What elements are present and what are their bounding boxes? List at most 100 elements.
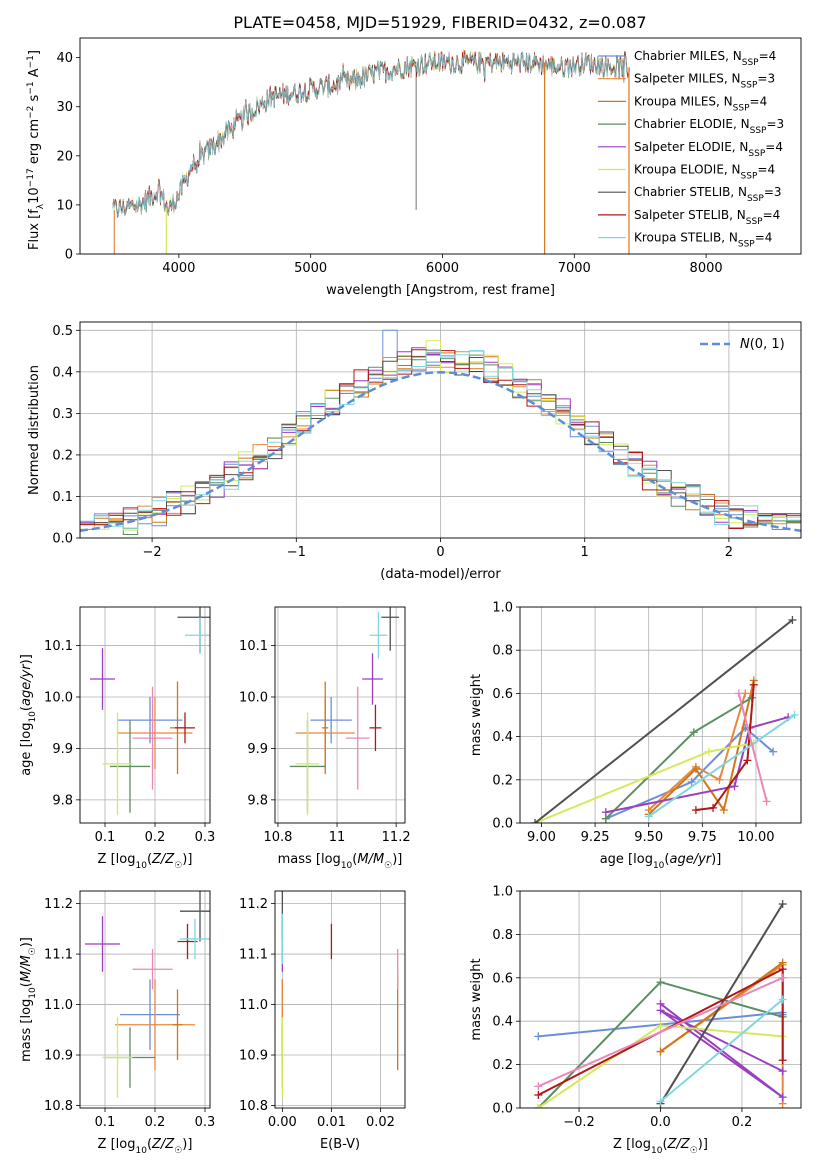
y-tick-label: 9.9 xyxy=(247,742,268,757)
y-axis-label: age [log10(age/yr)] xyxy=(19,654,38,776)
legend-label: Salpeter STELIB, NSSP=4 xyxy=(634,208,780,227)
y-tick-label: 10.8 xyxy=(239,1099,268,1114)
legend-label: N(0, 1) xyxy=(740,337,785,352)
x-tick-label: −1 xyxy=(287,545,306,560)
legend-label: Chabrier ELODIE, NSSP=3 xyxy=(634,117,784,136)
residuals-panel: −2 −1 0 1 2 0.0 0.1 0.2 0.3 0.4 0.5 N(0, 1) (data-mo… xyxy=(27,321,802,582)
weight-line xyxy=(648,693,747,811)
x-tick-label: 10.8 xyxy=(263,830,292,845)
weight-line xyxy=(648,714,796,818)
y-tick-label: 0.3 xyxy=(52,407,73,422)
y-tick-label: 10.8 xyxy=(44,1099,73,1114)
axes-frame xyxy=(519,890,802,1109)
histogram-step xyxy=(80,350,801,538)
axes-frame xyxy=(79,606,211,824)
x-tick-label: 7000 xyxy=(558,261,591,276)
figure-title: PLATE=0458, MJD=51929, FIBERID=0432, z=0… xyxy=(233,13,646,32)
x-tick-label: 9.75 xyxy=(688,830,717,845)
x-tick-label: 5000 xyxy=(294,261,327,276)
plot-area xyxy=(520,891,801,1108)
y-tick-label: 0.2 xyxy=(52,448,73,463)
x-tick-label: 0.1 xyxy=(95,1115,116,1130)
plot-area xyxy=(275,607,405,823)
y-tick-label: 0.4 xyxy=(492,1015,513,1030)
y-tick-label: 0.8 xyxy=(492,928,513,943)
y-axis-label: mass weight xyxy=(469,958,484,1040)
x-tick-label: 0.3 xyxy=(195,830,216,845)
x-axis-label: Z [log10(Z/Z☉)] xyxy=(98,852,193,871)
x-tick-label: 0.1 xyxy=(95,830,116,845)
y-tick-label: 10.9 xyxy=(44,1049,73,1064)
y-tick-label: 0 xyxy=(65,248,73,263)
x-tick-label: 0 xyxy=(436,545,444,560)
weight-line xyxy=(695,684,755,811)
y-tick-label: 9.9 xyxy=(52,742,73,757)
x-tick-label: 0.01 xyxy=(317,1115,346,1130)
y-tick-label: 0.2 xyxy=(492,773,513,788)
x-tick-label: 4000 xyxy=(162,261,195,276)
age-vs-Z-panel: 0.1 0.2 0.3 9.8 9.9 10.0 10.1 Z [log10(Z/Z☉)] ag… xyxy=(19,606,216,871)
x-tick-label: 2 xyxy=(725,545,733,560)
legend-label: Chabrier STELIB, NSSP=3 xyxy=(634,185,782,204)
x-tick-label: 9.50 xyxy=(634,830,663,845)
y-axis-label: Normed distribution xyxy=(27,365,42,495)
y-tick-label: 11.0 xyxy=(44,998,73,1013)
y-tick-label: 0.6 xyxy=(492,687,513,702)
axes-frame xyxy=(79,890,211,1109)
y-axis-label: mass weight xyxy=(469,674,484,756)
axes-frame xyxy=(79,37,802,255)
legend-label: Salpeter MILES, NSSP=3 xyxy=(634,72,775,91)
y-tick-label: 10.0 xyxy=(239,691,268,706)
y-tick-label: 0.0 xyxy=(492,1102,513,1117)
x-axis-label: E(B-V) xyxy=(320,1137,360,1152)
weight-line xyxy=(605,716,789,814)
y-tick-label: 9.8 xyxy=(247,793,268,808)
legend-label: Kroupa MILES, NSSP=4 xyxy=(634,94,767,113)
gaussian-curve xyxy=(80,371,801,532)
x-axis-label: wavelength [Angstrom, rest frame] xyxy=(326,283,555,298)
massweight-vs-Z-panel: −0.2 0.0 0.2 0.0 0.2 0.4 0.6 0.8 1.0 Z [log10(Z/Z… xyxy=(469,885,802,1156)
x-tick-label: 9.25 xyxy=(581,830,610,845)
x-tick-label: 0.0 xyxy=(650,1115,671,1130)
x-tick-label: 0.02 xyxy=(366,1115,395,1130)
x-axis-label: mass [log10(M/M☉)] xyxy=(278,852,403,871)
plot-area xyxy=(112,49,630,254)
y-tick-label: 10.0 xyxy=(44,691,73,706)
x-tick-label: 11.2 xyxy=(382,830,411,845)
x-tick-label: 0.00 xyxy=(268,1115,297,1130)
plot-area xyxy=(275,891,405,1108)
weight-line xyxy=(659,998,784,1103)
age-vs-mass-panel: 10.8 11 11.2 9.8 9.9 10.0 10.1 mass [log10(M/M☉… xyxy=(239,606,411,871)
axes-frame xyxy=(274,890,406,1109)
plot-area xyxy=(80,891,210,1108)
x-tick-label: 1 xyxy=(581,545,589,560)
weight-line xyxy=(534,619,794,823)
legend-label: Kroupa STELIB, NSSP=4 xyxy=(634,231,772,250)
axes-frame xyxy=(274,606,406,824)
x-tick-label: 0.3 xyxy=(195,1115,216,1130)
y-tick-label: 0.4 xyxy=(492,730,513,745)
axes-frame xyxy=(79,321,802,539)
legend-label: Salpeter ELODIE, NSSP=4 xyxy=(634,140,783,159)
x-tick-label: 0.2 xyxy=(145,1115,166,1130)
legend: Chabrier MILES, NSSP=4 Salpeter MILES, NS… xyxy=(598,49,784,250)
legend-label: Chabrier MILES, NSSP=4 xyxy=(634,49,776,68)
weight-line xyxy=(537,976,784,1088)
y-tick-label: 1.0 xyxy=(492,601,513,616)
y-tick-label: 11.0 xyxy=(239,998,268,1013)
plot-area xyxy=(80,322,801,538)
y-tick-label: 9.8 xyxy=(52,793,73,808)
x-tick-label: 6000 xyxy=(426,261,459,276)
y-tick-label: 0.2 xyxy=(492,1058,513,1073)
y-tick-label: 11.2 xyxy=(44,897,73,912)
y-tick-label: 0.6 xyxy=(492,971,513,986)
spectrum-panel: 4000 5000 6000 7000 8000 0 10 20 30 40 wavelength … xyxy=(26,37,802,298)
y-tick-label: 20 xyxy=(56,149,73,164)
y-tick-label: 1.0 xyxy=(492,885,513,900)
x-tick-label: −0.2 xyxy=(563,1115,595,1130)
y-tick-label: 0.8 xyxy=(492,644,513,659)
x-axis-label: Z [log10(Z/Z☉)] xyxy=(98,1137,193,1156)
y-tick-label: 10.1 xyxy=(44,639,73,654)
weight-line xyxy=(737,693,768,802)
